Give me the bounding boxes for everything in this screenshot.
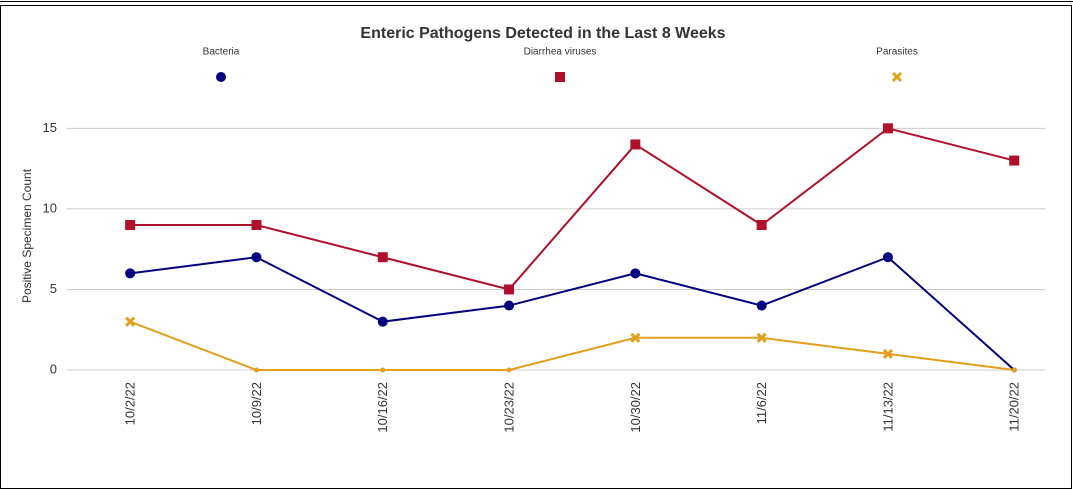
x-tick-label: 10/16/22 <box>375 382 390 433</box>
point <box>506 367 512 373</box>
point <box>756 332 767 343</box>
point <box>251 252 262 263</box>
legend-label: Diarrhea viruses <box>524 47 597 58</box>
point <box>377 252 388 263</box>
legend-marker <box>555 72 565 82</box>
series-line <box>129 320 1015 371</box>
point <box>630 139 641 150</box>
series-line <box>130 127 1015 291</box>
legend-label: Bacteria <box>203 47 240 58</box>
chart-title: Enteric Pathogens Detected in the Last 8… <box>360 25 725 42</box>
legend-marker <box>216 72 226 82</box>
point <box>882 348 894 359</box>
x-tick-label: 10/2/22 <box>123 382 138 425</box>
point <box>504 284 515 295</box>
point <box>756 300 767 311</box>
x-tick-label: 10/9/22 <box>249 382 264 425</box>
point <box>756 220 767 230</box>
x-tick-label: 10/30/22 <box>628 382 643 433</box>
y-tick-label: 15 <box>43 120 57 135</box>
point <box>380 367 386 373</box>
point <box>882 252 893 263</box>
point <box>125 220 136 230</box>
x-tick-label: 11/20/22 <box>1007 382 1022 432</box>
y-tick-label: 0 <box>50 361 57 376</box>
point <box>251 220 262 230</box>
frame <box>0 5 1072 489</box>
x-tick-label: 11/6/22 <box>754 382 769 424</box>
legend-marker <box>891 71 903 83</box>
point <box>630 332 641 343</box>
point <box>882 123 893 134</box>
point <box>125 316 136 327</box>
point <box>630 268 641 279</box>
x-tick-label: 10/23/22 <box>501 382 516 433</box>
point <box>377 316 388 327</box>
point <box>1011 367 1017 373</box>
x-tick-label: 11/13/22 <box>880 382 895 432</box>
point <box>125 268 136 279</box>
point <box>1009 155 1020 166</box>
legend-label: Parasites <box>876 47 918 58</box>
point <box>253 367 259 373</box>
point <box>504 300 515 311</box>
series-line <box>130 256 1015 371</box>
y-tick-label: 5 <box>50 281 57 296</box>
y-tick-label: 10 <box>43 200 57 215</box>
y-axis-label: Positive Specimen Count <box>20 168 34 303</box>
